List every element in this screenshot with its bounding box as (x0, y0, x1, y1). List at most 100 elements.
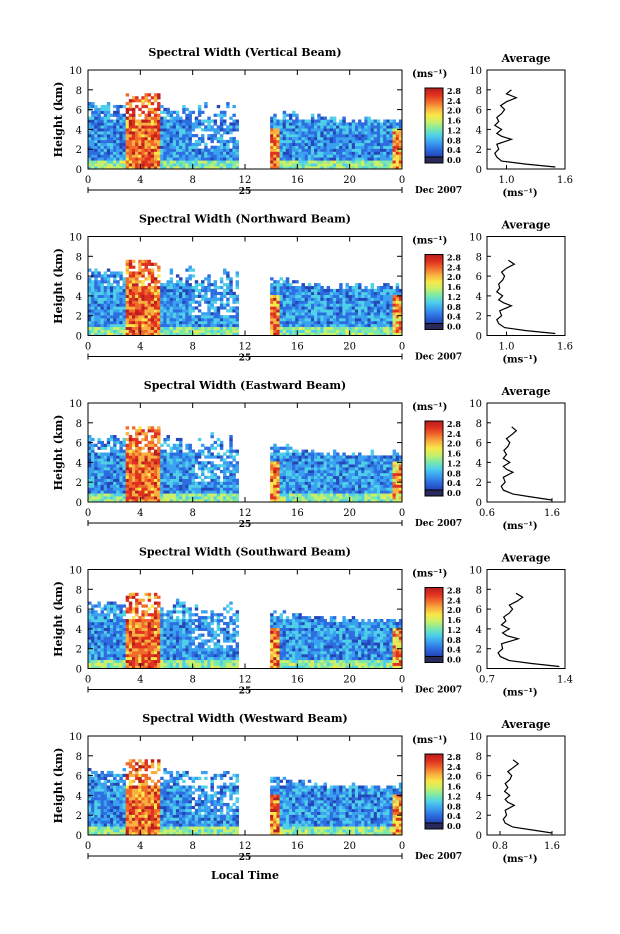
heatmap-cell (173, 117, 176, 120)
heatmap-cell (345, 134, 348, 137)
heatmap-cell (330, 134, 333, 137)
heatmap-cell (229, 496, 232, 499)
colorbar (425, 255, 443, 330)
heatmap-cell (135, 280, 138, 283)
heatmap-cell (317, 312, 320, 315)
heatmap-cell (119, 149, 122, 152)
heatmap-cell (320, 131, 323, 134)
heatmap-cell (302, 324, 305, 327)
heatmap-cell (361, 125, 364, 128)
heatmap-cell (94, 455, 97, 458)
heatmap-cell (342, 306, 345, 309)
heatmap-cell (389, 163, 392, 166)
heatmap-cell (176, 306, 179, 309)
heatmap-cell (308, 163, 311, 166)
heatmap-cell (101, 295, 104, 298)
heatmap-cell (101, 482, 104, 485)
heatmap-cell (88, 309, 91, 312)
heatmap-cell (104, 455, 107, 458)
heatmap-cell (179, 479, 182, 482)
heatmap-cell (97, 295, 100, 298)
heatmap-cell (126, 271, 129, 274)
heatmap-cell (151, 493, 154, 496)
heatmap-cell (154, 315, 157, 318)
heatmap-cell (94, 274, 97, 277)
heatmap-cell (210, 149, 213, 152)
heatmap-cell (101, 318, 104, 321)
heatmap-cell (154, 280, 157, 283)
x-tick-label: 4 (137, 175, 143, 186)
heatmap-cell (173, 453, 176, 456)
heatmap-cell (380, 327, 383, 330)
heatmap-cell (88, 157, 91, 160)
heatmap-cell (195, 122, 198, 125)
heatmap-cell (88, 140, 91, 143)
heatmap-cell (204, 482, 207, 485)
heatmap-cell (236, 125, 239, 128)
heatmap-cell (154, 487, 157, 490)
heatmap-cell (361, 289, 364, 292)
heatmap-cell (101, 157, 104, 160)
heatmap-cell (88, 447, 91, 450)
heatmap-cell (101, 461, 104, 464)
heatmap-cell (157, 473, 160, 476)
heatmap-cell (176, 137, 179, 140)
heatmap-cell (188, 157, 191, 160)
heatmap-cell (283, 485, 286, 488)
heatmap-cell (185, 493, 188, 496)
heatmap-cell (176, 482, 179, 485)
heatmap-cell (135, 441, 138, 444)
heatmap-cell (308, 476, 311, 479)
heatmap-cell (374, 292, 377, 295)
heatmap-cell (355, 146, 358, 149)
heatmap-cell (364, 461, 367, 464)
heatmap-cell (167, 120, 170, 123)
heatmap-cell (345, 131, 348, 134)
panel-title: Spectral Width (Eastward Beam) (144, 379, 346, 392)
heatmap-cell (324, 473, 327, 476)
heatmap-cell (135, 128, 138, 131)
heatmap-cell (88, 496, 91, 499)
heatmap-cell (374, 120, 377, 123)
heatmap-cell (163, 108, 166, 111)
heatmap-cell (126, 277, 129, 280)
heatmap-cell (273, 321, 276, 324)
heatmap-cell (107, 473, 110, 476)
heatmap-cell (302, 467, 305, 470)
heatmap-cell (361, 496, 364, 499)
heatmap-cell (302, 122, 305, 125)
heatmap-cell (145, 96, 148, 99)
heatmap-cell (226, 146, 229, 149)
heatmap-cell (217, 482, 220, 485)
heatmap-cell (223, 111, 226, 114)
heatmap-cell (195, 134, 198, 137)
heatmap-cell (201, 496, 204, 499)
heatmap-cell (160, 149, 163, 152)
heatmap-cell (229, 330, 232, 333)
heatmap-cell (298, 485, 301, 488)
heatmap-cell (389, 330, 392, 333)
heatmap-cell (286, 447, 289, 450)
heatmap-cell (185, 154, 188, 157)
heatmap-cell (333, 149, 336, 152)
heatmap-cell (217, 315, 220, 318)
heatmap-cell (361, 309, 364, 312)
heatmap-cell (339, 318, 342, 321)
heatmap-cell (364, 479, 367, 482)
heatmap-cell (320, 309, 323, 312)
heatmap-cell (91, 105, 94, 108)
heatmap-cell (220, 321, 223, 324)
heatmap-cell (292, 487, 295, 490)
heatmap-cell (286, 487, 289, 490)
heatmap-cell (305, 128, 308, 131)
heatmap-cell (126, 321, 129, 324)
heatmap-cell (173, 490, 176, 493)
heatmap-cell (107, 479, 110, 482)
heatmap-cell (276, 301, 279, 304)
heatmap-cell (129, 108, 132, 111)
heatmap-cell (176, 453, 179, 456)
heatmap-cell (311, 163, 314, 166)
heatmap-cell (88, 435, 91, 438)
heatmap-cell (129, 455, 132, 458)
heatmap-cell (123, 152, 126, 155)
